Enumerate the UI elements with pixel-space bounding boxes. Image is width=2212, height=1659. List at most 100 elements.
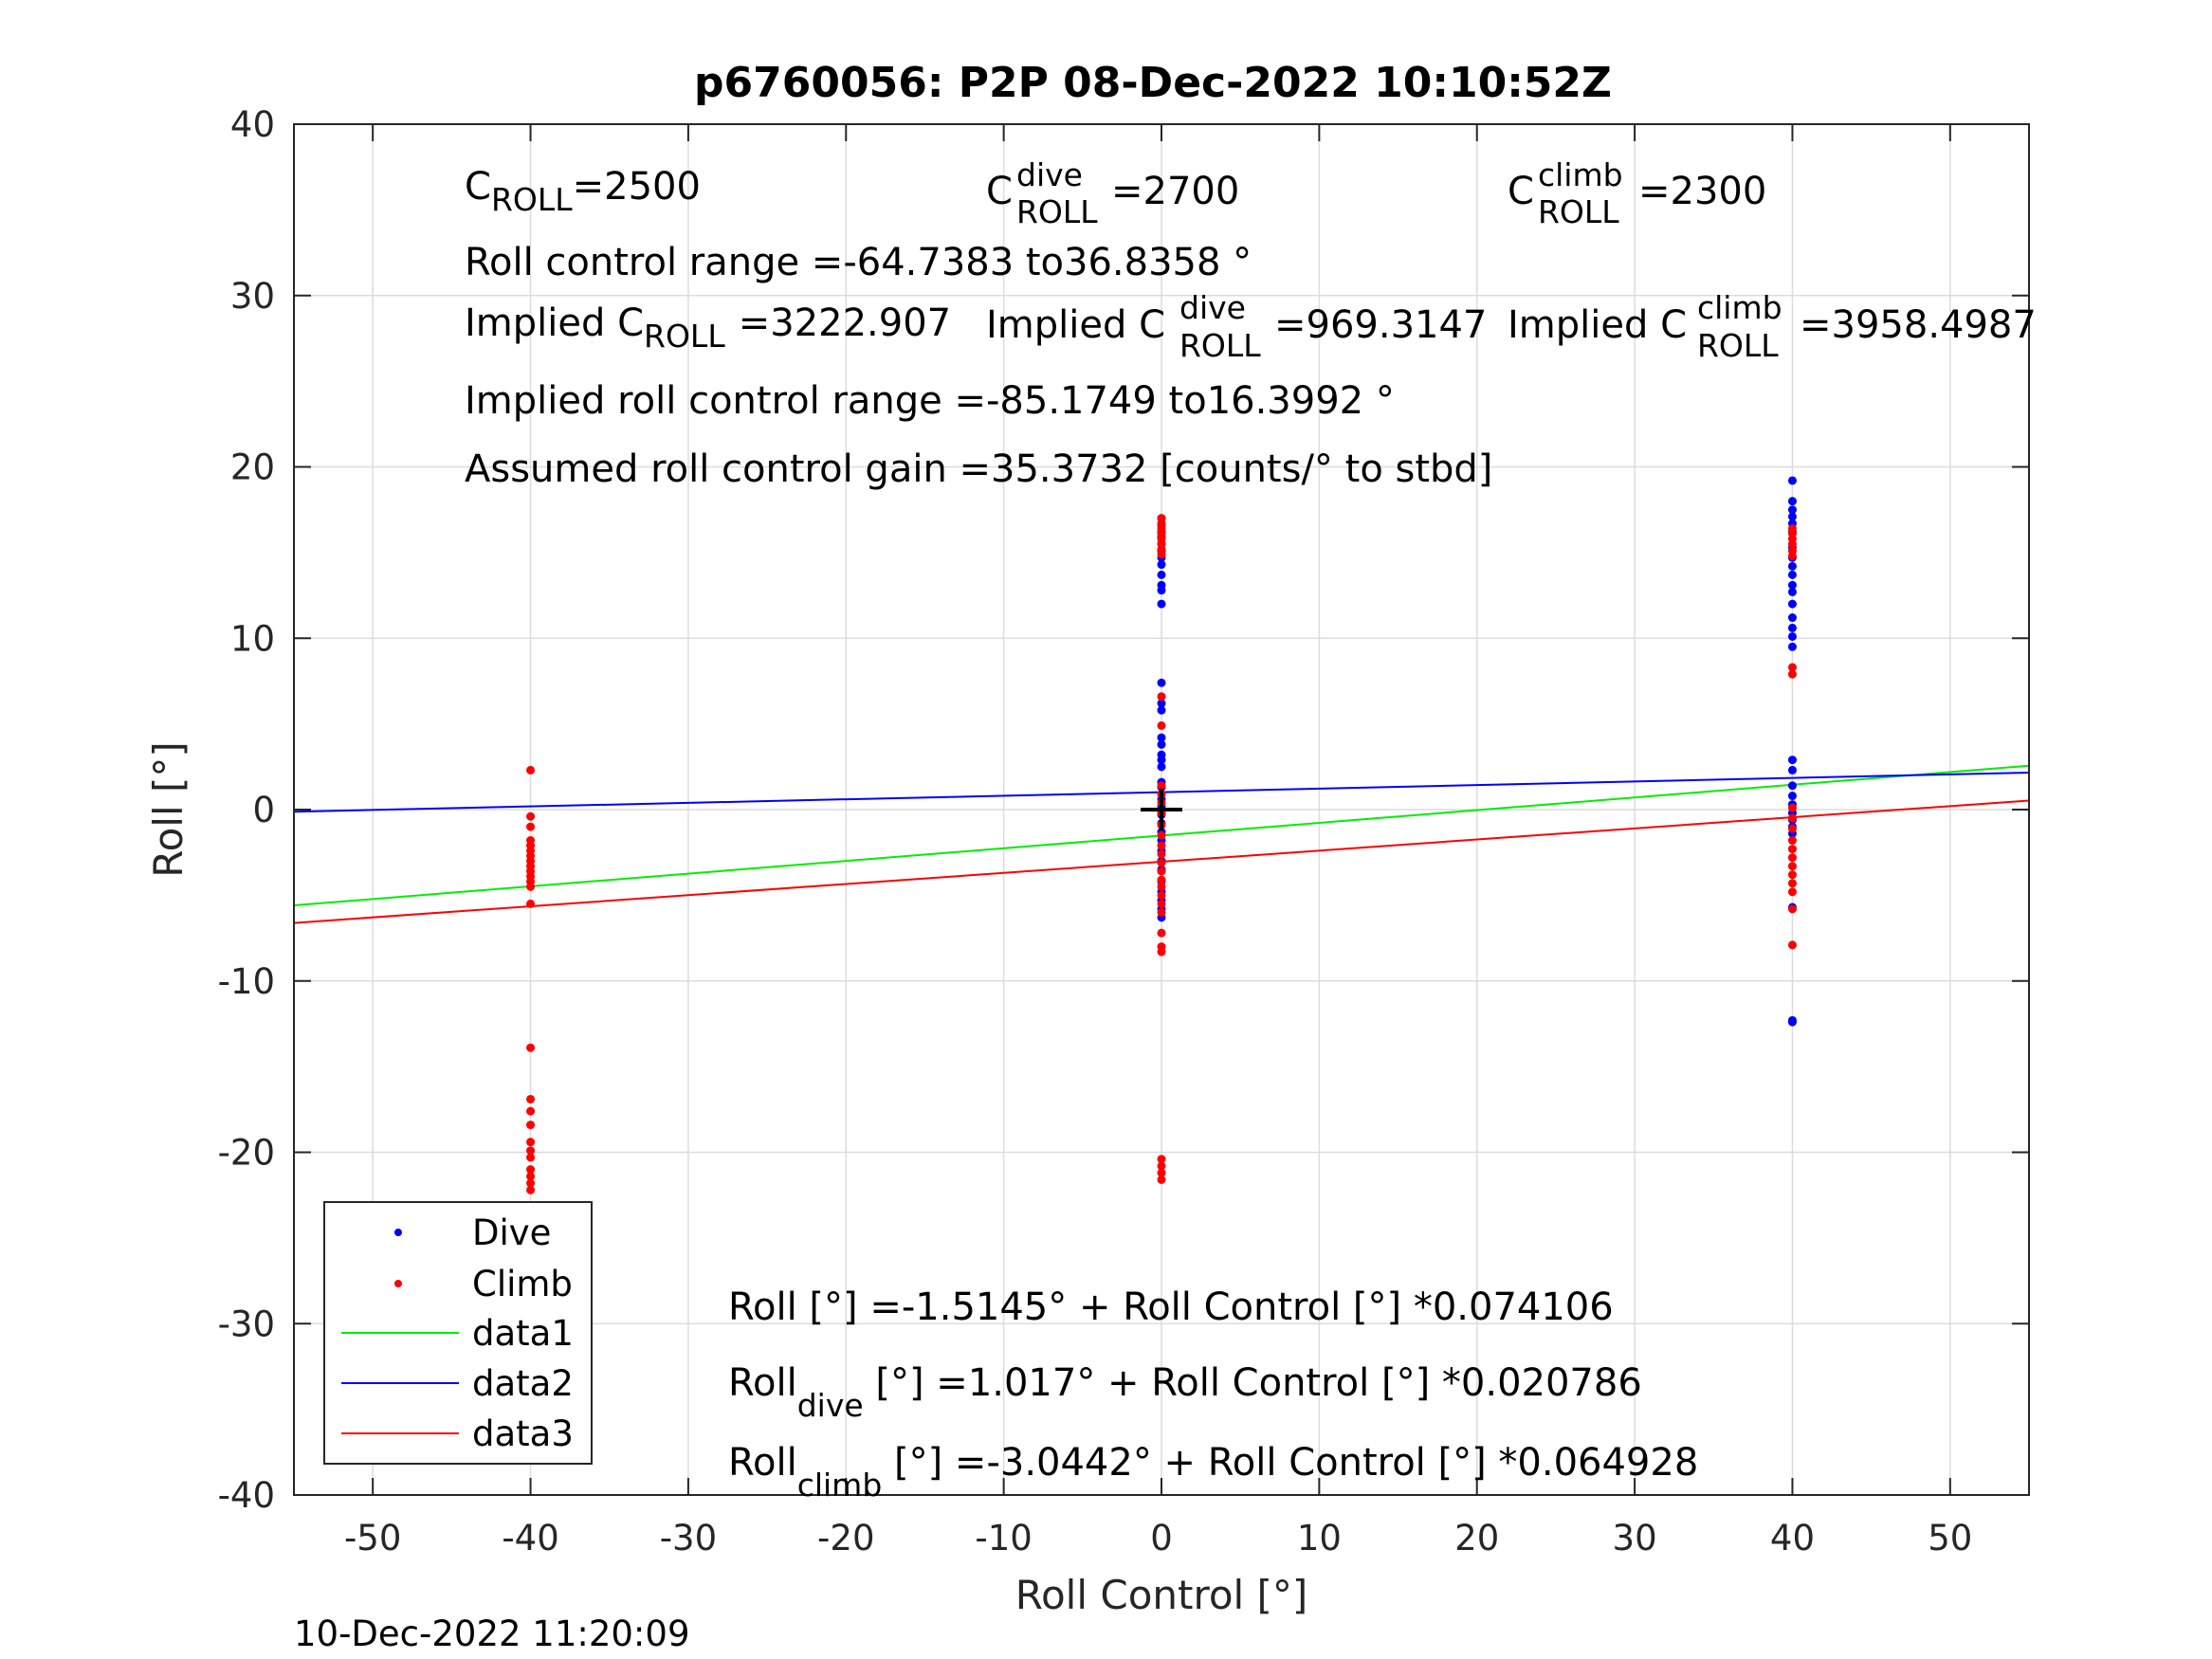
point-climb — [1787, 551, 1797, 560]
x-tick-label: -40 — [502, 1518, 558, 1559]
point-dive — [1157, 733, 1166, 742]
legend-dive-marker — [394, 1229, 402, 1236]
point-climb — [1787, 669, 1797, 679]
origin-cross-marker — [1141, 789, 1182, 830]
point-dive — [1157, 705, 1166, 715]
plot-frame — [293, 123, 2030, 1496]
x-tick-label: -10 — [975, 1518, 1032, 1559]
point-climb — [1157, 781, 1166, 791]
annotation-gain: Assumed roll control gain =35.3732 [coun… — [465, 447, 1492, 491]
point-climb — [1787, 813, 1797, 823]
point-climb — [526, 1094, 536, 1103]
point-climb — [1787, 940, 1797, 950]
y-tick-label: -40 — [218, 1475, 275, 1516]
point-climb — [1157, 890, 1166, 900]
point-climb — [1157, 1175, 1166, 1184]
point-climb — [1787, 824, 1797, 833]
point-climb — [526, 899, 536, 908]
point-climb — [1787, 845, 1797, 854]
point-climb — [1157, 550, 1166, 559]
point-climb — [526, 1106, 536, 1116]
point-dive — [1157, 756, 1166, 765]
point-climb — [1157, 692, 1166, 702]
point-climb — [1157, 1155, 1166, 1164]
svg-text:Implied C: Implied C — [1508, 303, 1687, 347]
y-tick-label: -10 — [218, 961, 275, 1002]
y-tick-label: 40 — [230, 104, 275, 145]
annotation-implied-c-roll-dive: Implied C dive ROLL =969.3147 — [986, 289, 1487, 364]
annotation-c-roll-dive: C dive ROLL =2700 — [986, 156, 1239, 230]
svg-text:=969.3147: =969.3147 — [1274, 303, 1487, 347]
point-climb — [1157, 1161, 1166, 1171]
x-tick-label: 10 — [1297, 1518, 1342, 1559]
svg-text:C: C — [986, 170, 1013, 213]
point-climb — [1787, 836, 1797, 846]
point-climb — [526, 765, 536, 775]
legend-data3-label: data3 — [472, 1413, 574, 1454]
point-climb — [526, 1185, 536, 1194]
legend-climb-marker — [394, 1280, 402, 1287]
point-climb — [1787, 539, 1797, 549]
x-tick-label: 50 — [1928, 1518, 1972, 1559]
point-climb — [1157, 899, 1166, 908]
svg-text:=2700: =2700 — [1111, 170, 1239, 213]
point-dive — [1787, 1017, 1797, 1027]
point-climb — [1157, 849, 1166, 859]
point-climb — [1787, 879, 1797, 888]
point-dive — [1157, 560, 1166, 570]
point-dive — [1157, 586, 1166, 595]
point-climb — [1787, 862, 1797, 871]
point-climb — [526, 1153, 536, 1162]
svg-text:ROLL: ROLL — [1179, 327, 1261, 364]
annotation-fit-climb: Rollclimb [°] =-3.0442° + Roll Control [… — [728, 1441, 1698, 1504]
point-climb — [1157, 720, 1166, 730]
point-dive — [1787, 497, 1797, 506]
point-dive — [1787, 756, 1797, 765]
point-dive — [1787, 561, 1797, 571]
point-climb — [1157, 866, 1166, 876]
svg-text:climb: climb — [1538, 156, 1623, 193]
point-dive — [1157, 570, 1166, 579]
point-climb — [1157, 1168, 1166, 1177]
point-climb — [526, 1138, 536, 1147]
chart-title: p6760056: P2P 08-Dec-2022 10:10:52Z — [694, 59, 1612, 107]
point-dive — [1787, 765, 1797, 775]
point-dive — [1157, 699, 1166, 708]
point-dive — [1787, 580, 1797, 590]
annotation-fit-dive: Rolldive [°] =1.017° + Roll Control [°] … — [728, 1361, 1642, 1424]
y-tick-label: -30 — [218, 1304, 275, 1344]
annotation-c-roll-climb: C climb ROLL =2300 — [1508, 156, 1766, 230]
point-climb — [1157, 841, 1166, 850]
point-dive — [1787, 623, 1797, 632]
svg-text:=3958.4987: =3958.4987 — [1800, 303, 2037, 347]
point-climb — [526, 1043, 536, 1052]
point-dive — [1787, 631, 1797, 641]
y-axis-label: Roll [°] — [145, 741, 192, 877]
point-climb — [1157, 907, 1166, 917]
point-dive — [1157, 678, 1166, 687]
point-climb — [1787, 887, 1797, 897]
point-dive — [1157, 599, 1166, 609]
legend-data1-label: data1 — [472, 1313, 574, 1354]
x-axis-label: Roll Control [°] — [1015, 1572, 1308, 1618]
legend-climb-label: Climb — [472, 1264, 573, 1304]
svg-text:dive: dive — [1016, 156, 1083, 193]
legend: Dive Climb data1 data2 data3 — [323, 1201, 593, 1465]
point-climb — [1157, 882, 1166, 891]
point-climb — [526, 1172, 536, 1181]
point-climb — [1787, 803, 1797, 812]
point-climb — [526, 1165, 536, 1175]
point-climb — [1787, 663, 1797, 672]
annotation-c-roll: CROLL=2500 — [465, 165, 701, 218]
point-climb — [526, 882, 536, 891]
svg-text:ROLL: ROLL — [1697, 327, 1779, 364]
legend-dive-label: Dive — [472, 1212, 551, 1253]
point-dive — [1787, 587, 1797, 596]
svg-text:=2300: =2300 — [1638, 170, 1766, 213]
point-climb — [1157, 947, 1166, 957]
point-climb — [526, 1146, 536, 1156]
point-dive — [1787, 613, 1797, 623]
svg-text:ROLL: ROLL — [1538, 193, 1619, 230]
x-tick-label: 20 — [1454, 1518, 1499, 1559]
